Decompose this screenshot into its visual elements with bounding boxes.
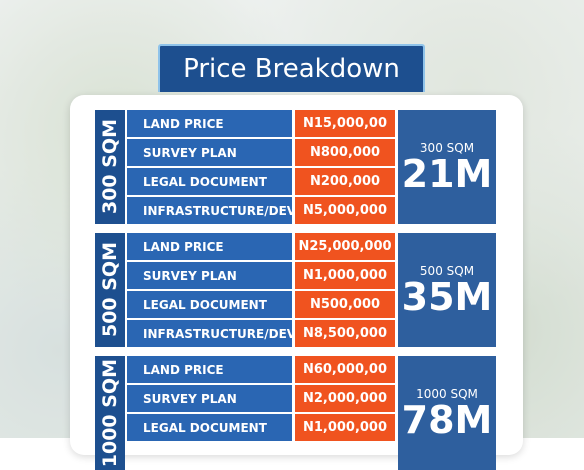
item-name: SURVEY PLAN — [127, 262, 292, 289]
item-price: N500,000 — [295, 291, 395, 318]
total-label: 1000 SQM — [416, 387, 478, 401]
section-label: 1000 SQM — [95, 356, 125, 470]
item-price: N2,000,000 — [295, 385, 395, 412]
section-label-text: 1000 SQM — [99, 358, 121, 468]
total-box: 1000 SQM 78M — [398, 356, 496, 470]
total-label: 500 SQM — [419, 264, 475, 278]
item-price: N8,500,000 — [295, 320, 395, 347]
section-label: 500 SQM — [95, 233, 125, 347]
item-name: LEGAL DOCUMENT — [127, 414, 292, 441]
total-value: 21M — [401, 152, 493, 196]
total-label: 300 SQM — [419, 141, 475, 155]
item-price: N60,000,00 — [295, 356, 395, 383]
total-box: 300 SQM 21M — [398, 110, 496, 224]
item-price: N800,000 — [295, 139, 395, 166]
item-price: N5,000,000 — [295, 197, 395, 224]
item-name: LEGAL DOCUMENT — [127, 291, 292, 318]
item-price: N1,000,000 — [295, 414, 395, 441]
total-value: 35M — [401, 275, 493, 319]
item-name: LAND PRICE — [127, 233, 292, 260]
item-name: INFRASTRUCTURE/DEV — [127, 197, 296, 224]
total-value: 78M — [401, 398, 493, 442]
section-label: 300 SQM — [95, 110, 125, 224]
section-label-text: 300 SQM — [99, 119, 121, 215]
item-price: N15,000,00 — [295, 110, 395, 137]
item-name: SURVEY PLAN — [127, 385, 292, 412]
item-name: INFRASTRUCTURE/DEV — [127, 320, 296, 347]
item-name: LEGAL DOCUMENT — [127, 168, 292, 195]
item-price: N200,000 — [295, 168, 395, 195]
item-price: N1,000,000 — [295, 262, 395, 289]
item-name: SURVEY PLAN — [127, 139, 292, 166]
title: Price Breakdown — [158, 44, 425, 92]
item-price: N25,000,000 — [295, 233, 395, 260]
section-label-text: 500 SQM — [99, 242, 121, 338]
item-name: LAND PRICE — [127, 110, 292, 137]
item-name: LAND PRICE — [127, 356, 292, 383]
total-box: 500 SQM 35M — [398, 233, 496, 347]
